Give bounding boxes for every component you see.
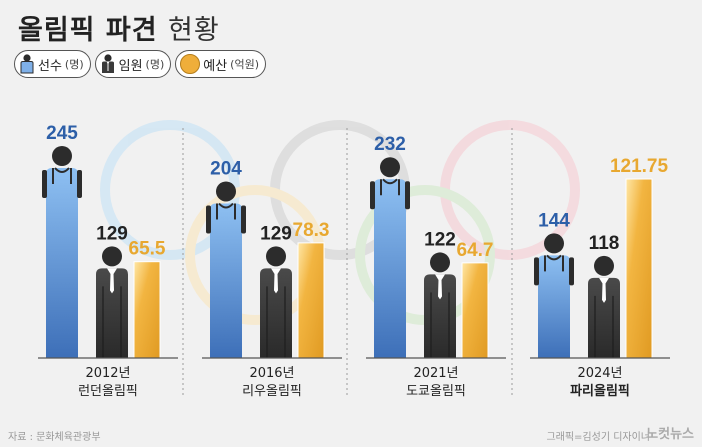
official-bar (588, 255, 620, 358)
category-games-label: 도쿄올림픽 (406, 384, 466, 399)
legend-unit-budget: (억원) (230, 58, 259, 71)
legend-item-budget: 예산 (억원) (175, 50, 266, 78)
athlete-bar (42, 146, 82, 358)
budget-dot-icon (180, 54, 201, 74)
athlete-value-label: 204 (210, 158, 242, 179)
legend-item-officials: 임원 (명) (94, 50, 172, 78)
budget-value-label: 64.7 (457, 240, 494, 261)
title-main: 올림픽 파견 (18, 15, 158, 46)
graphic-credit: 그래픽=김성기 디자이너 (546, 432, 650, 443)
official-bar (424, 252, 456, 358)
athlete-bar (370, 157, 410, 358)
category-year-label: 2012년 (85, 366, 130, 381)
official-value-label: 129 (260, 223, 292, 244)
category-year-label: 2021년 (413, 366, 458, 381)
source-note: 자료 : 문화체육관광부 (8, 432, 101, 443)
bars-layer (38, 146, 670, 359)
budget-bar (461, 262, 489, 359)
legend-item-athletes: 선수 (명) (14, 50, 91, 78)
legend-unit-officials: (명) (145, 58, 165, 71)
legend-label-budget: 예산 (203, 58, 228, 74)
legend: 선수 (명) 임원 (명) 예산 (억원) (14, 50, 266, 78)
budget-bar (625, 178, 653, 359)
athlete-value-label: 232 (374, 134, 406, 155)
official-icon (101, 54, 114, 73)
budget-value-label: 65.5 (129, 239, 166, 260)
official-value-label: 129 (96, 223, 128, 244)
athlete-bar (206, 181, 246, 358)
athlete-icon (20, 54, 34, 74)
official-bar (96, 246, 128, 358)
official-value-label: 122 (424, 229, 456, 250)
legend-label-officials: 임원 (118, 58, 143, 74)
group-separators (182, 128, 513, 398)
title-sub: 현황 (168, 15, 220, 46)
category-games-label: 리우올림픽 (242, 384, 302, 399)
athlete-value-label: 245 (46, 123, 78, 144)
budget-value-label: 78.3 (293, 220, 330, 241)
category-year-label: 2024년 (577, 366, 622, 381)
budget-value-label: 121.75 (610, 156, 669, 177)
category-year-label: 2016년 (249, 366, 294, 381)
olympic-rings-watermark (100, 120, 580, 325)
chart-title: 올림픽 파견 현황 (18, 8, 220, 47)
official-value-label: 118 (589, 233, 620, 254)
legend-label-athletes: 선수 (38, 58, 62, 74)
brand-logo: 노컷뉴스 (646, 427, 694, 442)
category-games-label: 파리올림픽 (570, 383, 630, 399)
budget-bar (297, 242, 325, 359)
athlete-bar (534, 233, 574, 358)
official-bar (260, 246, 292, 358)
legend-unit-athletes: (명) (64, 58, 84, 71)
budget-bar (133, 261, 161, 359)
athlete-value-label: 144 (538, 210, 570, 231)
category-games-label: 런던올림픽 (78, 384, 138, 399)
